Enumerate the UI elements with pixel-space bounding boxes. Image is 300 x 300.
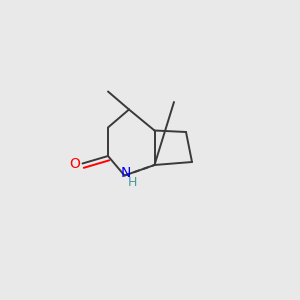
Text: N: N: [121, 166, 131, 180]
Text: O: O: [70, 157, 80, 170]
Text: H: H: [128, 176, 138, 190]
